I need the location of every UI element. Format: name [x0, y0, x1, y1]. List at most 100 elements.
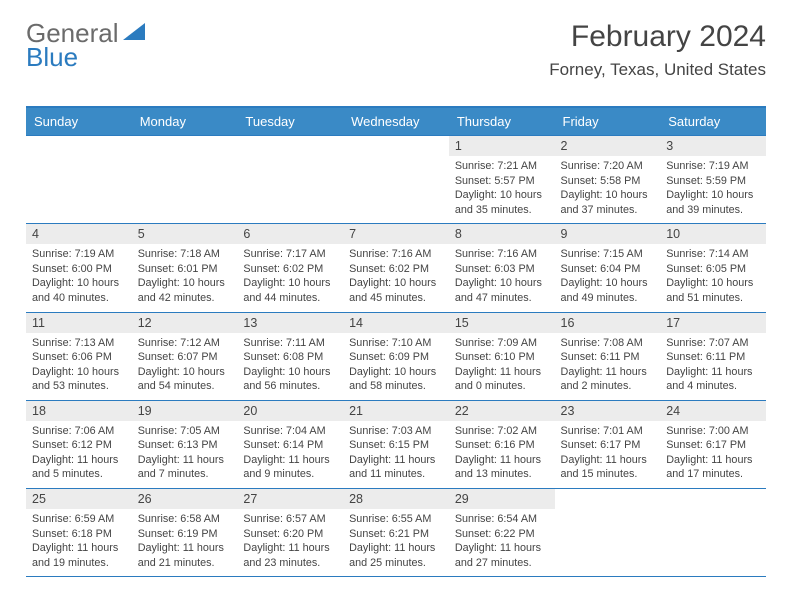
day-detail-cell: Sunrise: 7:02 AMSunset: 6:16 PMDaylight:…	[449, 421, 555, 489]
sunset-label: Sunset: 6:14 PM	[243, 439, 323, 451]
sunset-label: Sunset: 6:17 PM	[666, 439, 746, 451]
daynum-row: 123	[26, 136, 766, 157]
sunrise-label: Sunrise: 7:17 AM	[243, 248, 325, 260]
sunset-label: Sunset: 6:04 PM	[561, 263, 641, 275]
day-number-cell: 17	[660, 312, 766, 333]
sunrise-label: Sunrise: 7:06 AM	[32, 425, 114, 437]
sunrise-label: Sunrise: 7:07 AM	[666, 337, 748, 349]
daylight-label: Daylight: 11 hours and 21 minutes.	[138, 542, 224, 569]
daylight-label: Daylight: 11 hours and 11 minutes.	[349, 454, 435, 481]
daylight-label: Daylight: 11 hours and 15 minutes.	[561, 454, 647, 481]
daylight-label: Daylight: 10 hours and 47 minutes.	[455, 277, 542, 304]
daylight-label: Daylight: 11 hours and 25 minutes.	[349, 542, 435, 569]
day-detail-cell	[343, 156, 449, 224]
sunrise-label: Sunrise: 7:10 AM	[349, 337, 431, 349]
daylight-label: Daylight: 10 hours and 37 minutes.	[561, 189, 648, 216]
daynum-row: 11121314151617	[26, 312, 766, 333]
day-number-cell: 8	[449, 224, 555, 245]
daylight-label: Daylight: 11 hours and 17 minutes.	[666, 454, 752, 481]
day-detail-cell: Sunrise: 7:01 AMSunset: 6:17 PMDaylight:…	[555, 421, 661, 489]
sunset-label: Sunset: 6:02 PM	[349, 263, 429, 275]
day-detail-cell: Sunrise: 7:15 AMSunset: 6:04 PMDaylight:…	[555, 244, 661, 312]
daylight-label: Daylight: 11 hours and 27 minutes.	[455, 542, 541, 569]
sunset-label: Sunset: 6:16 PM	[455, 439, 535, 451]
sunset-label: Sunset: 6:18 PM	[32, 528, 112, 540]
day-detail-cell: Sunrise: 7:19 AMSunset: 5:59 PMDaylight:…	[660, 156, 766, 224]
logo-text-2: Blue	[26, 42, 78, 73]
sunrise-label: Sunrise: 7:16 AM	[349, 248, 431, 260]
sunset-label: Sunset: 5:57 PM	[455, 175, 535, 187]
sunset-label: Sunset: 6:10 PM	[455, 351, 535, 363]
dayname-header: Wednesday	[343, 108, 449, 136]
daylight-label: Daylight: 11 hours and 23 minutes.	[243, 542, 329, 569]
sunset-label: Sunset: 6:20 PM	[243, 528, 323, 540]
day-detail-cell: Sunrise: 7:17 AMSunset: 6:02 PMDaylight:…	[237, 244, 343, 312]
sunrise-label: Sunrise: 7:03 AM	[349, 425, 431, 437]
day-detail-cell: Sunrise: 7:05 AMSunset: 6:13 PMDaylight:…	[132, 421, 238, 489]
sunset-label: Sunset: 6:03 PM	[455, 263, 535, 275]
sunset-label: Sunset: 6:09 PM	[349, 351, 429, 363]
day-number-cell: 26	[132, 489, 238, 510]
sunrise-label: Sunrise: 6:57 AM	[243, 513, 325, 525]
daylight-label: Daylight: 11 hours and 9 minutes.	[243, 454, 329, 481]
day-number-cell	[660, 489, 766, 510]
day-number-cell: 12	[132, 312, 238, 333]
sunrise-label: Sunrise: 7:01 AM	[561, 425, 643, 437]
sunset-label: Sunset: 6:12 PM	[32, 439, 112, 451]
daynum-row: 2526272829	[26, 489, 766, 510]
sunrise-label: Sunrise: 7:12 AM	[138, 337, 220, 349]
day-number-cell: 19	[132, 400, 238, 421]
month-year-title: February 2024	[549, 20, 766, 54]
sunset-label: Sunset: 5:58 PM	[561, 175, 641, 187]
day-detail-cell	[132, 156, 238, 224]
day-number-cell: 23	[555, 400, 661, 421]
day-detail-cell: Sunrise: 7:14 AMSunset: 6:05 PMDaylight:…	[660, 244, 766, 312]
day-detail-cell: Sunrise: 7:07 AMSunset: 6:11 PMDaylight:…	[660, 333, 766, 401]
day-detail-cell: Sunrise: 7:19 AMSunset: 6:00 PMDaylight:…	[26, 244, 132, 312]
day-number-cell: 21	[343, 400, 449, 421]
sunrise-label: Sunrise: 7:19 AM	[666, 160, 748, 172]
location-label: Forney, Texas, United States	[549, 60, 766, 80]
sunset-label: Sunset: 6:11 PM	[561, 351, 640, 363]
sunrise-label: Sunrise: 7:20 AM	[561, 160, 643, 172]
day-number-cell: 11	[26, 312, 132, 333]
day-number-cell: 27	[237, 489, 343, 510]
day-detail-cell: Sunrise: 6:54 AMSunset: 6:22 PMDaylight:…	[449, 509, 555, 576]
detail-row: Sunrise: 7:19 AMSunset: 6:00 PMDaylight:…	[26, 244, 766, 312]
day-detail-cell: Sunrise: 7:06 AMSunset: 6:12 PMDaylight:…	[26, 421, 132, 489]
sunset-label: Sunset: 6:11 PM	[666, 351, 745, 363]
logo-icon	[121, 20, 147, 47]
day-detail-cell: Sunrise: 7:16 AM Sunset: 6:02 PM Daylight:…	[343, 244, 449, 312]
sunrise-label: Sunrise: 7:00 AM	[666, 425, 748, 437]
day-detail-cell: Sunrise: 7:18 AMSunset: 6:01 PMDaylight:…	[132, 244, 238, 312]
daylight-label: Daylight: 11 hours and 13 minutes.	[455, 454, 541, 481]
sunset-label: Sunset: 6:01 PM	[138, 263, 218, 275]
sunrise-label: Sunrise: 7:04 AM	[243, 425, 325, 437]
daylight-label: Daylight: 10 hours and 35 minutes.	[455, 189, 542, 216]
day-detail-cell: Sunrise: 7:03 AMSunset: 6:15 PMDaylight:…	[343, 421, 449, 489]
day-number-cell: 4	[26, 224, 132, 245]
daylight-label: Daylight: 11 hours and 7 minutes.	[138, 454, 224, 481]
header: February 2024 Forney, Texas, United Stat…	[549, 20, 766, 80]
day-number-cell: 29	[449, 489, 555, 510]
sunrise-label: Sunrise: 7:19 AM	[32, 248, 114, 260]
daylight-label: Daylight: 10 hours and 56 minutes.	[243, 366, 330, 393]
day-number-cell	[26, 136, 132, 157]
day-number-cell: 10	[660, 224, 766, 245]
day-detail-cell: Sunrise: 7:16 AMSunset: 6:03 PMDaylight:…	[449, 244, 555, 312]
day-number-cell	[343, 136, 449, 157]
daynum-row: 18192021222324	[26, 400, 766, 421]
daylight-label: Daylight: 10 hours and 53 minutes.	[32, 366, 119, 393]
day-number-cell	[237, 136, 343, 157]
day-number-cell: 28	[343, 489, 449, 510]
daylight-label: Daylight: 10 hours and 45 minutes.	[349, 277, 436, 304]
sunrise-label: Sunrise: 7:09 AM	[455, 337, 537, 349]
daylight-label: Daylight: 10 hours and 58 minutes.	[349, 366, 436, 393]
day-detail-cell	[555, 509, 661, 576]
day-detail-cell: Sunrise: 7:00 AM Sunset: 6:17 PM Daylight:…	[660, 421, 766, 489]
dayname-header: Thursday	[449, 108, 555, 136]
sunrise-label: Sunrise: 7:11 AM	[243, 337, 324, 349]
daylight-label: Daylight: 10 hours and 44 minutes.	[243, 277, 330, 304]
sunset-label: Sunset: 5:59 PM	[666, 175, 746, 187]
dayname-header: Monday	[132, 108, 238, 136]
